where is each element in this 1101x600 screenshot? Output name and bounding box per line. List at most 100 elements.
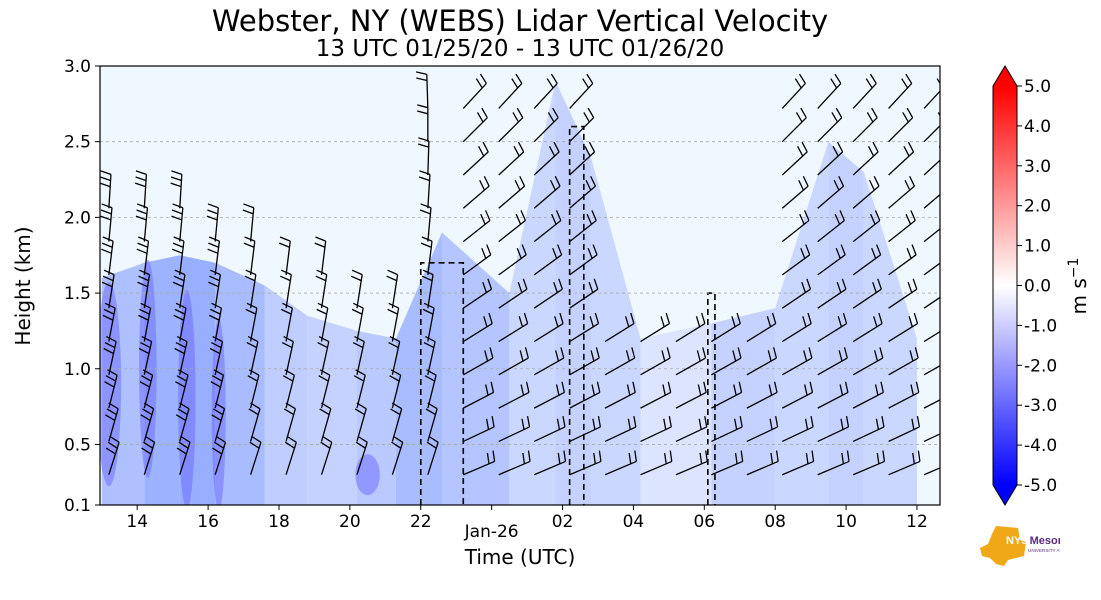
wind-barb [533, 278, 563, 309]
wind-barb [533, 450, 567, 476]
velocity-contour [707, 292, 716, 505]
x-tick-label: 12 [906, 512, 928, 532]
wind-barb [888, 450, 921, 476]
wind-barb [888, 210, 916, 243]
wind-barb [923, 330, 940, 343]
wind-barb [888, 347, 919, 376]
wind-barb [604, 347, 636, 376]
wind-barb [569, 175, 597, 209]
colorbar-tick-label: 3.0 [1024, 157, 1051, 177]
wind-barb [817, 141, 844, 176]
wind-barb [140, 402, 155, 442]
velocity-core [178, 290, 196, 505]
wind-barb [569, 278, 599, 309]
wind-barb [100, 170, 112, 209]
wind-barb [569, 381, 601, 409]
wind-barb [419, 203, 432, 242]
wind-barb [675, 416, 708, 443]
wind-barb [141, 435, 156, 475]
wind-barb [817, 244, 846, 276]
wind-barb [533, 141, 560, 176]
wind-barb [781, 312, 812, 343]
velocity-shade [711, 308, 776, 505]
wind-barb [417, 137, 430, 176]
colorbar-tick-label: -2.0 [1024, 356, 1057, 376]
colorbar-tick-label: -4.0 [1024, 436, 1057, 456]
wind-barb [138, 302, 152, 342]
wind-barb [852, 278, 882, 309]
wind-barb [675, 347, 707, 376]
wind-barb [781, 175, 809, 209]
wind-barb [246, 335, 259, 375]
wind-barb [852, 450, 886, 476]
colorbar-tick-label: -1.0 [1024, 316, 1057, 336]
wind-barb [176, 435, 191, 475]
wind-barb [781, 107, 807, 143]
wind-barb [462, 381, 495, 409]
wind-barb [498, 347, 529, 376]
wind-barb [207, 236, 221, 275]
x-tick-label: 08 [764, 512, 786, 532]
x-tick-label: 04 [623, 512, 645, 532]
wind-barb [711, 381, 743, 409]
velocity-core [355, 454, 380, 496]
wind-barb [569, 107, 595, 143]
wind-barb [423, 335, 436, 375]
wind-barb [923, 112, 940, 143]
wind-barb [640, 450, 673, 476]
wind-barb [604, 381, 636, 409]
wind-barb [817, 450, 850, 476]
wind-barb [208, 302, 223, 342]
wind-barb [105, 402, 119, 442]
wind-barb [498, 381, 530, 409]
wind-barb [569, 312, 600, 343]
wind-barb [498, 175, 526, 209]
x-tick-label: 14 [126, 512, 148, 532]
wind-barb [923, 365, 940, 376]
wind-barb [604, 450, 638, 476]
wind-barb [462, 278, 493, 309]
velocity-shade [590, 156, 641, 505]
colorbar-extend-min [993, 485, 1017, 505]
wind-barb [852, 141, 879, 176]
wind-barb [279, 236, 291, 275]
wind-barb [498, 210, 526, 243]
wind-barb [391, 435, 404, 475]
wind-barb [206, 203, 219, 242]
y-tick-label: 2.5 [64, 133, 91, 153]
wind-barb [171, 203, 184, 242]
wind-barb [817, 278, 847, 309]
colorbar-tick-label: 5.0 [1024, 77, 1051, 97]
wind-barb [533, 210, 562, 243]
wind-barb [817, 175, 845, 209]
wind-barb [711, 450, 744, 476]
wind-barb [817, 107, 843, 143]
velocity-contour [568, 125, 585, 505]
colorbar-tick-label: -3.0 [1024, 396, 1057, 416]
colorbar-extend-max [993, 66, 1017, 86]
wind-barb [888, 312, 919, 343]
wind-barb [888, 278, 918, 309]
wind-barb [640, 347, 671, 376]
wind-barb [280, 302, 293, 342]
wind-barb [781, 381, 814, 409]
wind-barb [320, 435, 333, 475]
wind-barb [746, 450, 779, 476]
wind-barb [105, 435, 120, 475]
wind-barb [533, 312, 564, 343]
wind-barb [498, 107, 524, 143]
x-tick-label: 22 [410, 512, 432, 532]
wind-barb [249, 435, 262, 475]
wind-barb [417, 104, 429, 142]
wind-barb [817, 381, 849, 409]
logo-text: NYSMesonet [1006, 535, 1060, 547]
colorbar-tick-label: 1.0 [1024, 237, 1051, 257]
wind-barb [104, 369, 118, 409]
wind-barb [100, 203, 113, 242]
ny-state-shape [980, 526, 1026, 566]
wind-barb [888, 175, 916, 209]
wind-barb [817, 416, 850, 443]
wind-barb [420, 236, 433, 275]
wind-barb [852, 381, 884, 409]
